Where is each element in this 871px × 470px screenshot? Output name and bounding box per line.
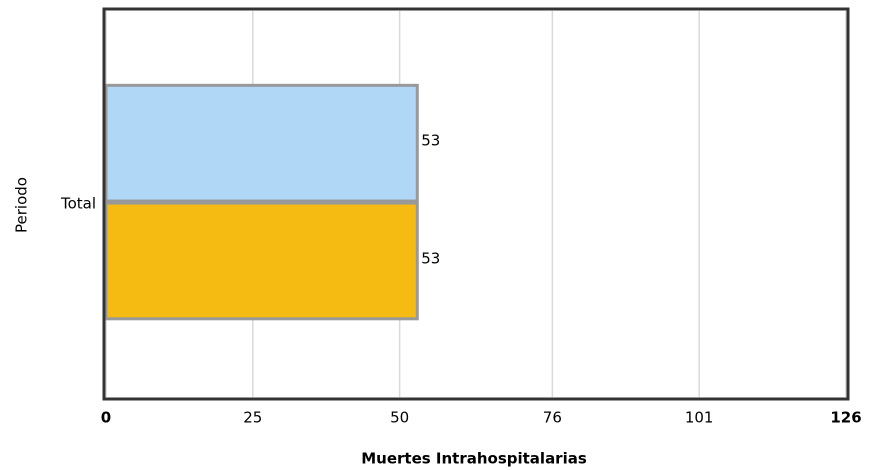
bar <box>104 83 419 203</box>
y-tick-label: Total <box>60 195 96 213</box>
x-tick-label: 76 <box>543 409 562 427</box>
plot-frame <box>102 7 850 401</box>
x-tick-label: 126 <box>830 409 861 427</box>
x-tick-label: 0 <box>101 409 111 427</box>
x-tick-label: 25 <box>243 409 262 427</box>
y-axis-label: Periodo <box>13 177 31 233</box>
x-tick-label: 101 <box>685 409 714 427</box>
data-label: 53 <box>421 132 440 150</box>
data-label: 53 <box>421 249 440 267</box>
bar <box>104 201 419 321</box>
x-axis-label: Muertes Intrahospitalarias <box>361 450 587 468</box>
x-tick-label: 50 <box>390 409 409 427</box>
